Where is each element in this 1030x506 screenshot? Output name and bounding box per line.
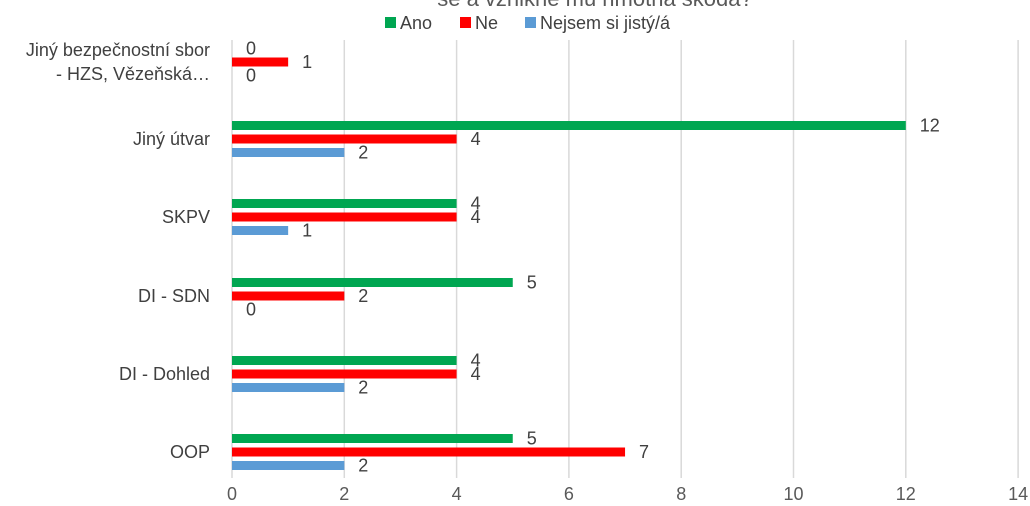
data-label: 4: [471, 207, 481, 227]
x-tick-label: 10: [783, 484, 803, 504]
bar-ne: [232, 212, 457, 222]
bar-ano: [232, 199, 457, 208]
data-label: 7: [639, 442, 649, 462]
data-label: 1: [302, 221, 312, 241]
x-tick-label: 14: [1008, 484, 1028, 504]
bar-ne: [232, 447, 626, 457]
bar-ano: [232, 278, 513, 287]
bar-ano: [232, 434, 513, 443]
bar-ne: [232, 291, 345, 301]
data-label: 5: [527, 429, 537, 449]
x-tick-label: 6: [564, 484, 574, 504]
data-label: 0: [246, 66, 256, 86]
data-label: 4: [471, 194, 481, 214]
bar-ne: [232, 57, 289, 67]
bar-nejsem-si-jist-: [232, 148, 345, 157]
data-label: 2: [358, 143, 368, 163]
bar-ne: [232, 134, 457, 144]
category-label: DI - SDN: [138, 286, 210, 306]
bar-ano: [232, 356, 457, 365]
legend-label: Ano: [400, 13, 432, 33]
bar-nejsem-si-jist-: [232, 461, 345, 470]
x-axis-ticks: 0 2 4 6 8 10 12 14: [227, 484, 1028, 504]
data-label: 4: [471, 364, 481, 384]
data-label: 1: [302, 52, 312, 72]
x-tick-label: 2: [339, 484, 349, 504]
data-label: 4: [471, 129, 481, 149]
category-labels: Jiný bezpečnostní sbor - HZS, Vězeňská… Ji…: [26, 40, 210, 462]
legend-label: Nejsem si jistý/á: [540, 13, 671, 33]
data-label: 0: [246, 300, 256, 320]
legend-swatch: [460, 17, 471, 28]
chart-title: se a vznikne mu hmotná škoda?: [437, 0, 753, 11]
bar-nejsem-si-jist-: [232, 226, 289, 235]
x-tick-label: 4: [452, 484, 462, 504]
data-label: 0: [246, 39, 256, 59]
data-label: 12: [920, 116, 940, 136]
data-label: 2: [358, 456, 368, 476]
legend-label: Ne: [475, 13, 498, 33]
category-label: OOP: [170, 442, 210, 462]
bar-nejsem-si-jist-: [232, 383, 345, 392]
bars: [232, 57, 906, 470]
x-tick-label: 12: [896, 484, 916, 504]
legend-swatch: [525, 17, 536, 28]
bar-ano: [232, 121, 906, 130]
category-label: Jiný bezpečnostní sbor - HZS, Vězeňská…: [26, 40, 210, 84]
category-label: SKPV: [162, 207, 210, 227]
category-label: Jiný útvar: [133, 129, 210, 149]
data-label: 5: [527, 273, 537, 293]
category-label: DI - Dohled: [119, 364, 210, 384]
legend: Ano Ne Nejsem si jistý/á: [385, 13, 671, 33]
data-label: 2: [358, 378, 368, 398]
data-label: 4: [471, 351, 481, 371]
data-label: 2: [358, 286, 368, 306]
gridlines: [231, 40, 1019, 478]
legend-swatch: [385, 17, 396, 28]
x-tick-label: 0: [227, 484, 237, 504]
x-tick-label: 8: [676, 484, 686, 504]
bar-ne: [232, 369, 457, 379]
